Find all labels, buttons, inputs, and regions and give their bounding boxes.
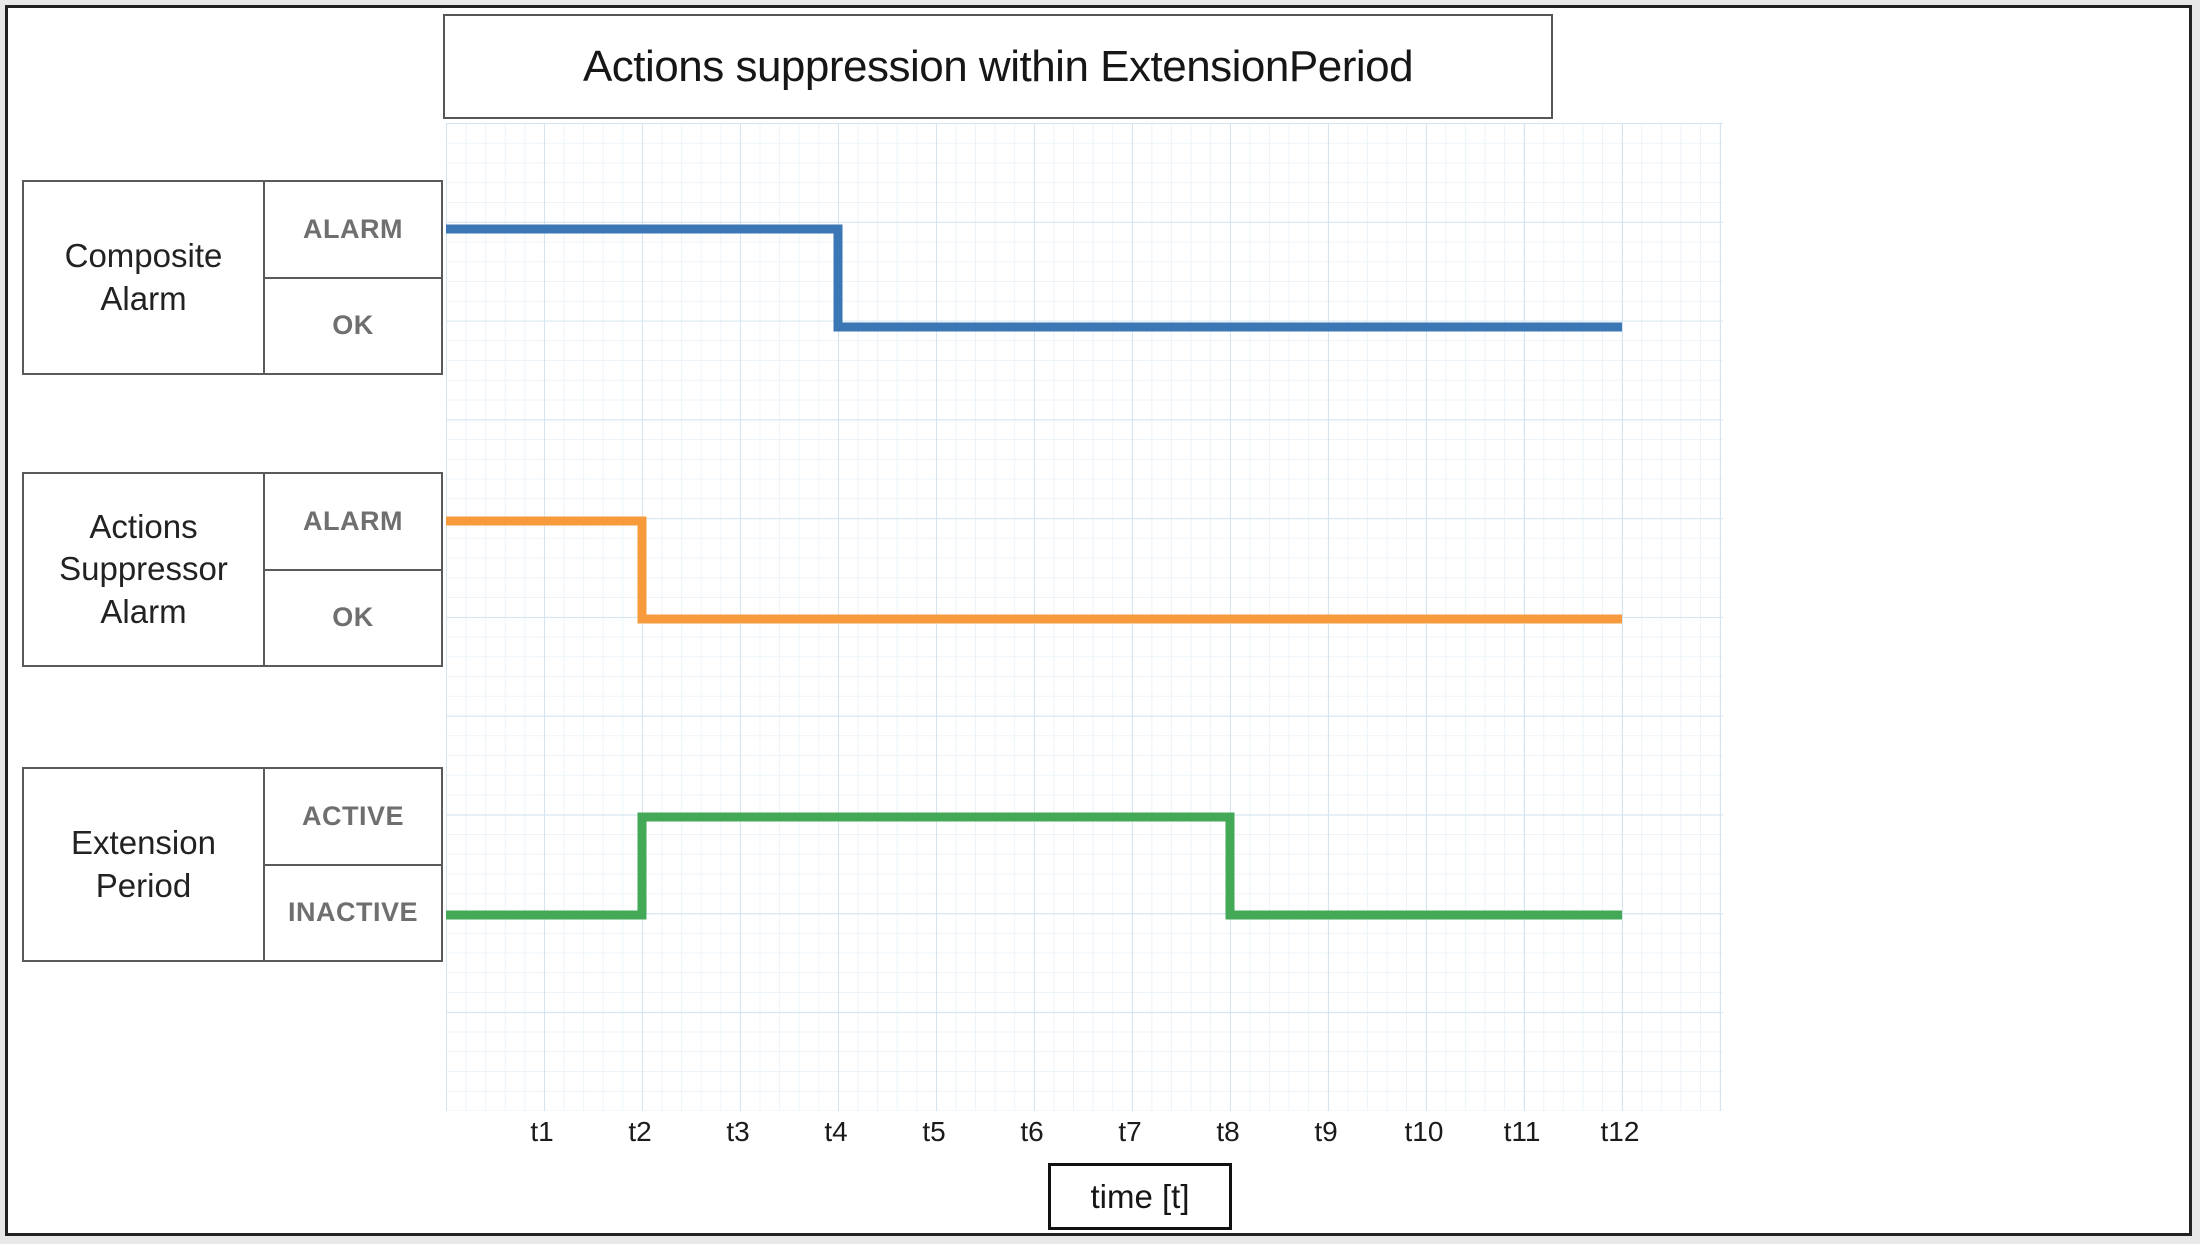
state-label-ok: OK [332,310,374,341]
x-tick-label-t6: t6 [1020,1116,1044,1147]
state-label-ok: OK [332,602,374,633]
row-states-composite-alarm: ALARM OK [265,182,441,373]
x-tick-label-t4: t4 [824,1116,848,1147]
row-states-actions-suppressor-alarm: ALARM OK [265,474,441,665]
step-lines-svg [446,224,1622,920]
state-label-alarm: ALARM [265,182,441,279]
x-tick-label-t1: t1 [530,1116,554,1147]
x-axis-label-box: time [t] [1048,1163,1232,1230]
chart-title: Actions suppression within ExtensionPeri… [582,41,1414,91]
row-box-composite-alarm: Composite Alarm ALARM OK [22,180,443,375]
x-tick-label-t9: t9 [1314,1116,1338,1147]
x-tick-label-t2: t2 [628,1116,652,1147]
x-tick-label-t12: t12 [1600,1116,1640,1147]
x-tick-label-t8: t8 [1216,1116,1240,1147]
row-name-extension-period: Extension Period [24,769,265,960]
row-box-actions-suppressor-alarm: Actions Suppressor Alarm ALARM OK [22,472,443,667]
state-label-alarm: ALARM [265,474,441,571]
x-tick-label-t5: t5 [922,1116,946,1147]
x-axis-ticks: t1 t2 t3 t4 t5 t6 t7 t8 t9 t10 t11 t12 [446,1116,1723,1152]
series-line-extension-period [446,812,1622,920]
diagram-canvas: Actions suppression within ExtensionPeri… [5,5,2192,1236]
row-name-actions-suppressor-alarm: Actions Suppressor Alarm [24,474,265,665]
row-box-extension-period: Extension Period ACTIVE INACTIVE [22,767,443,962]
x-tick-label-t10: t10 [1404,1116,1444,1147]
row-name-composite-alarm: Composite Alarm [24,182,265,373]
series-line-composite-alarm [446,224,1622,332]
state-label-inactive: INACTIVE [287,897,418,928]
x-axis-label: time [t] [1090,1177,1190,1215]
x-tick-label-t11: t11 [1503,1116,1541,1147]
state-label-active: ACTIVE [265,769,441,866]
x-tick-label-t7: t7 [1118,1116,1142,1147]
x-tick-label-t3: t3 [726,1116,750,1147]
series-line-actions-suppressor-alarm [446,516,1622,624]
chart-title-box: Actions suppression within ExtensionPeri… [443,14,1553,119]
chart-area [446,123,1723,1111]
row-states-extension-period: ACTIVE INACTIVE [265,769,441,960]
